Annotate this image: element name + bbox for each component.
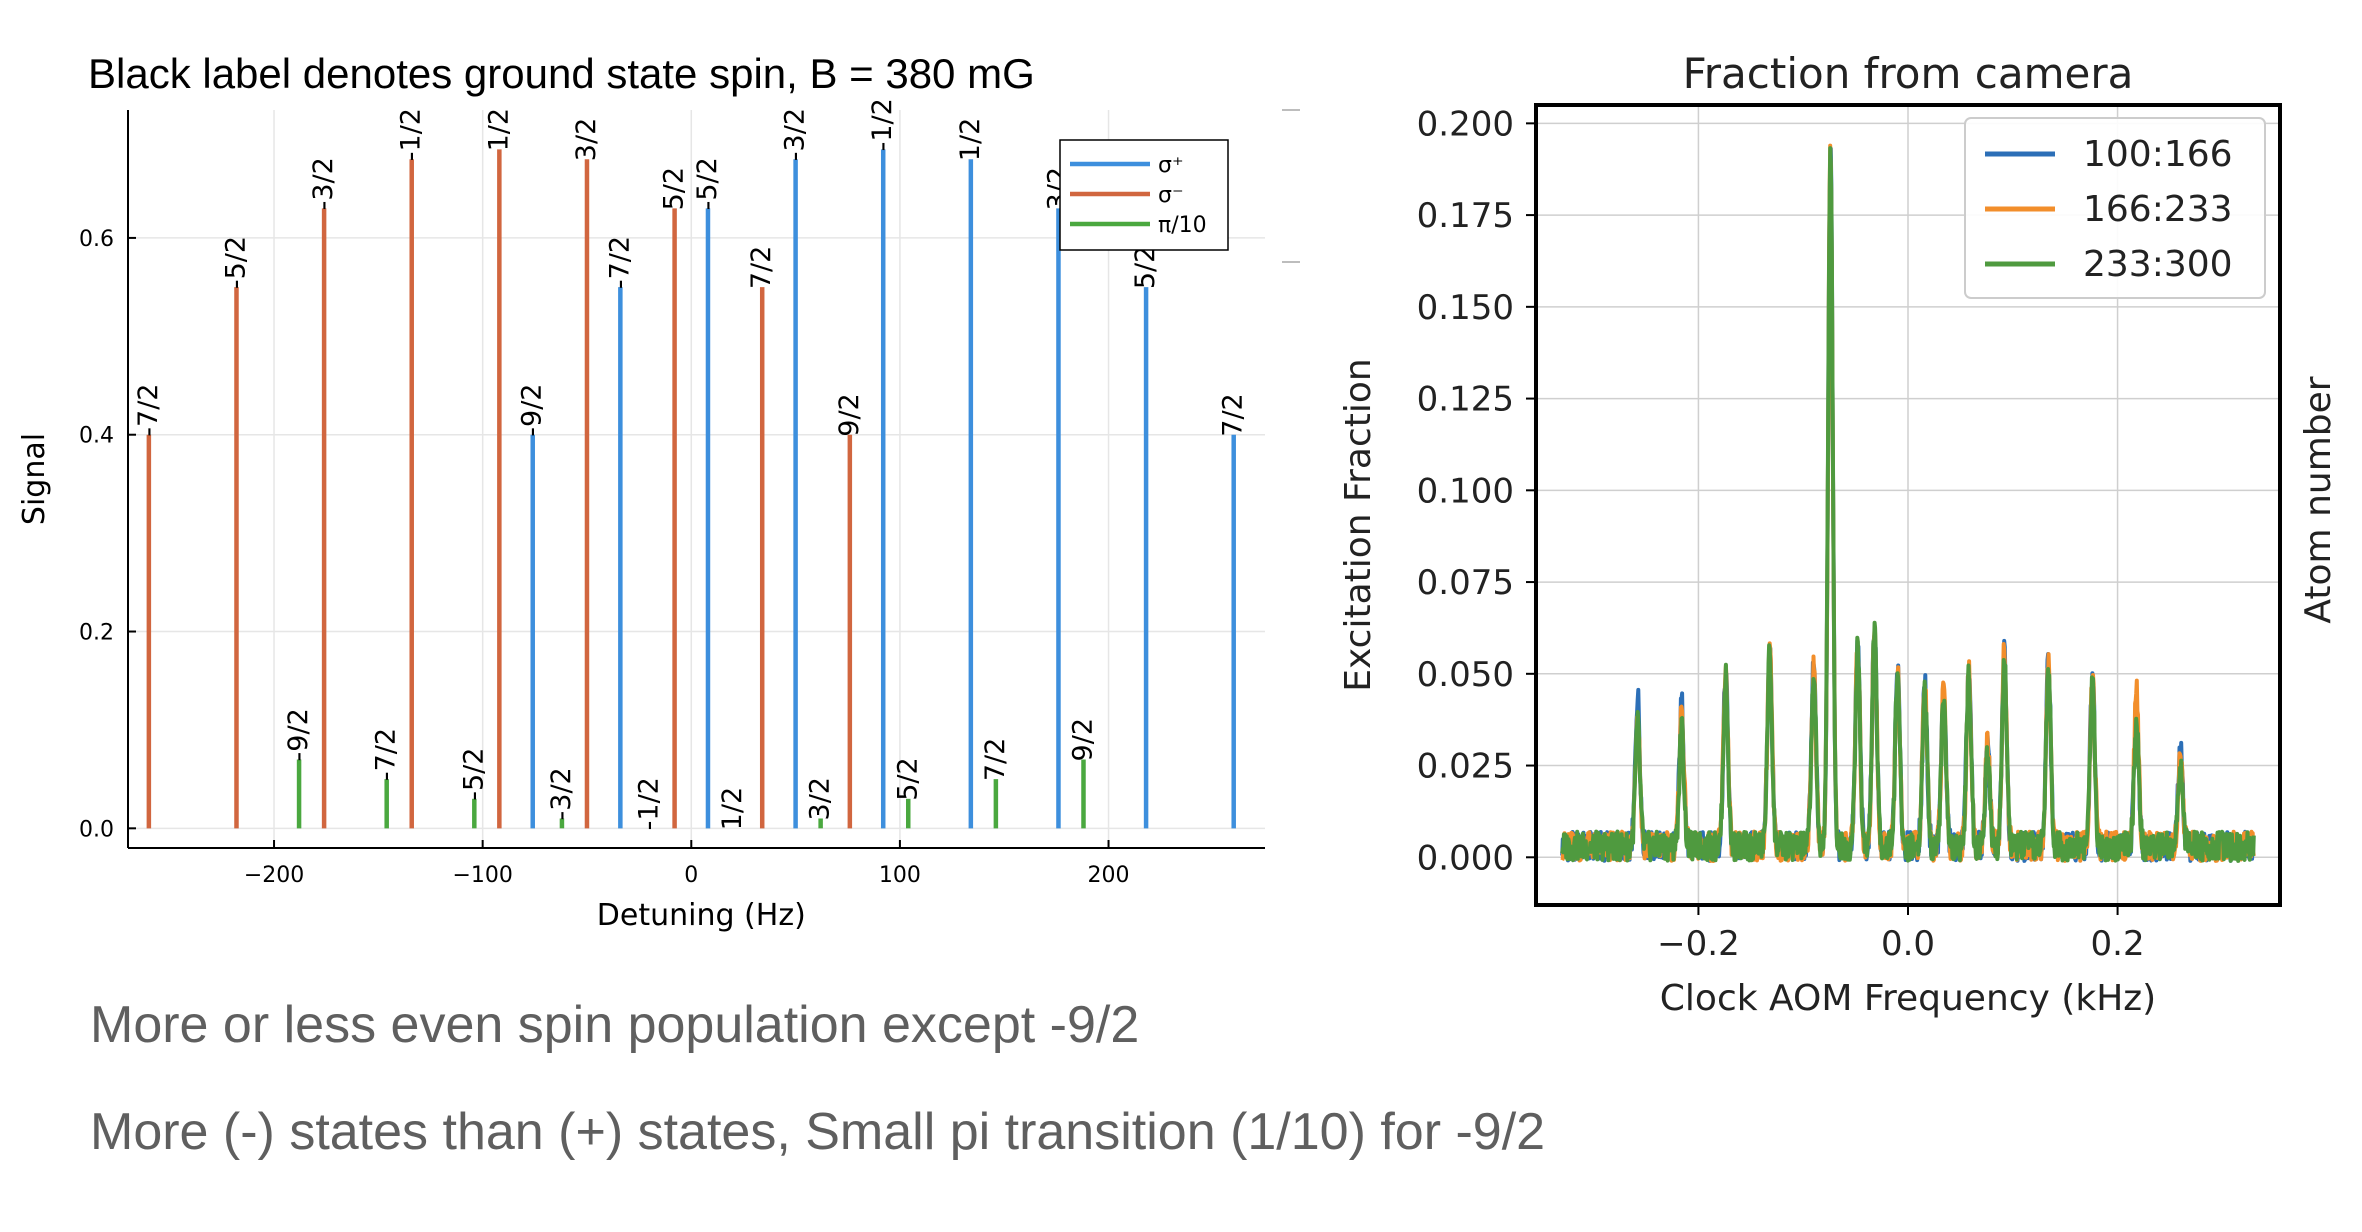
stem-spin-label: -1/2 bbox=[634, 777, 665, 830]
stem-spin-label: 3/2 bbox=[805, 777, 836, 820]
y-tick-label: 0.050 bbox=[1417, 655, 1514, 695]
y-tick-label: 0.025 bbox=[1417, 747, 1514, 787]
y-tick-label: 0.150 bbox=[1417, 288, 1514, 328]
right-axis-label: Atom number bbox=[2298, 376, 2339, 623]
y-tick-label: 0.000 bbox=[1417, 838, 1514, 878]
legend-label: 100:166 bbox=[2083, 134, 2233, 175]
stem-spin-label: 3/2 bbox=[571, 118, 602, 161]
stem-spin-label: 5/2 bbox=[659, 167, 690, 210]
stem-spin-label: 1/2 bbox=[717, 787, 748, 830]
stem-spin-label: -5/2 bbox=[692, 157, 723, 210]
legend-label: 166:233 bbox=[2083, 189, 2233, 230]
series-line bbox=[1560, 146, 2256, 863]
stem-spin-label: -5/2 bbox=[220, 236, 251, 289]
stem-spin-label: -7/2 bbox=[371, 728, 402, 781]
stem-spin-label: -9/2 bbox=[283, 708, 314, 761]
stem-spin-label: 7/2 bbox=[1218, 393, 1249, 436]
stem-spin-label: -1/2 bbox=[867, 98, 898, 151]
stem-spin-label: -7/2 bbox=[604, 236, 635, 289]
note-line-1: More or less even spin population except… bbox=[90, 996, 1140, 1054]
stem-spin-label: 1/2 bbox=[483, 108, 514, 151]
x-axis-label: Clock AOM Frequency (kHz) bbox=[1660, 978, 2156, 1019]
x-tick-label: −0.2 bbox=[1657, 924, 1740, 964]
stem-spin-label: -1/2 bbox=[396, 108, 427, 161]
y-tick-label: 0.125 bbox=[1417, 380, 1514, 420]
stem-spin-label: -3/2 bbox=[546, 767, 577, 820]
stem-spin-label: 9/2 bbox=[1067, 718, 1098, 761]
stem-spin-label: 1/2 bbox=[955, 118, 986, 161]
y-tick-label: 0.200 bbox=[1417, 104, 1514, 144]
y-axis-label: Excitation Fraction bbox=[1338, 358, 1379, 692]
y-tick-label: 0.4 bbox=[79, 424, 114, 449]
legend-label: σ⁻ bbox=[1158, 183, 1184, 208]
stem-spin-label: 5/2 bbox=[892, 757, 923, 800]
x-tick-label: 0.0 bbox=[1881, 924, 1935, 964]
legend-label: σ⁺ bbox=[1158, 153, 1184, 178]
stem-spin-label: 9/2 bbox=[834, 393, 865, 436]
stem-spin-label: -3/2 bbox=[780, 108, 811, 161]
stem-spin-label: -3/2 bbox=[308, 157, 339, 210]
chart-title: Black label denotes ground state spin, B… bbox=[88, 50, 1035, 97]
right-line-chart: −0.2 0.0 0.2 0.000 0.025 0.050 0.075 0.100 0.125… bbox=[1338, 49, 2339, 1019]
stem-spin-label: 5/2 bbox=[1130, 246, 1161, 289]
y-tick-label: 0.0 bbox=[79, 817, 114, 842]
y-tick-label: 0.100 bbox=[1417, 471, 1514, 511]
left-stem-chart: −200 −100 0 100 200 0.0 0.2 0.4 0.6 Black label d… bbox=[17, 50, 1300, 933]
legend-label: 233:300 bbox=[2083, 244, 2233, 285]
x-tick-label: 100 bbox=[879, 863, 921, 888]
x-tick-label: 200 bbox=[1088, 863, 1130, 888]
x-tick-label: 0 bbox=[684, 863, 698, 888]
x-axis-label: Detuning (Hz) bbox=[597, 898, 806, 933]
x-tick-label: 0.2 bbox=[2091, 924, 2145, 964]
stem-spin-label: 7/2 bbox=[980, 738, 1011, 781]
legend-box bbox=[1964, 117, 2266, 299]
y-tick-label: 0.6 bbox=[79, 227, 114, 252]
y-tick-label: 0.175 bbox=[1417, 196, 1514, 236]
note-line-2: More (-) states than (+) states, Small p… bbox=[90, 1103, 1546, 1161]
stem-spin-label: -7/2 bbox=[133, 384, 164, 437]
stem-spin-label: -5/2 bbox=[458, 748, 489, 801]
y-tick-label: 0.2 bbox=[79, 621, 114, 646]
stem-spin-label: 7/2 bbox=[746, 246, 777, 289]
x-tick-label: −100 bbox=[452, 863, 512, 888]
chart-title: Fraction from camera bbox=[1683, 49, 2134, 98]
y-tick-label: 0.075 bbox=[1417, 563, 1514, 603]
stem-spin-label: -9/2 bbox=[517, 384, 548, 437]
y-axis-label: Signal bbox=[17, 433, 52, 525]
legend-label: π/10 bbox=[1158, 213, 1207, 238]
x-tick-label: −200 bbox=[244, 863, 304, 888]
